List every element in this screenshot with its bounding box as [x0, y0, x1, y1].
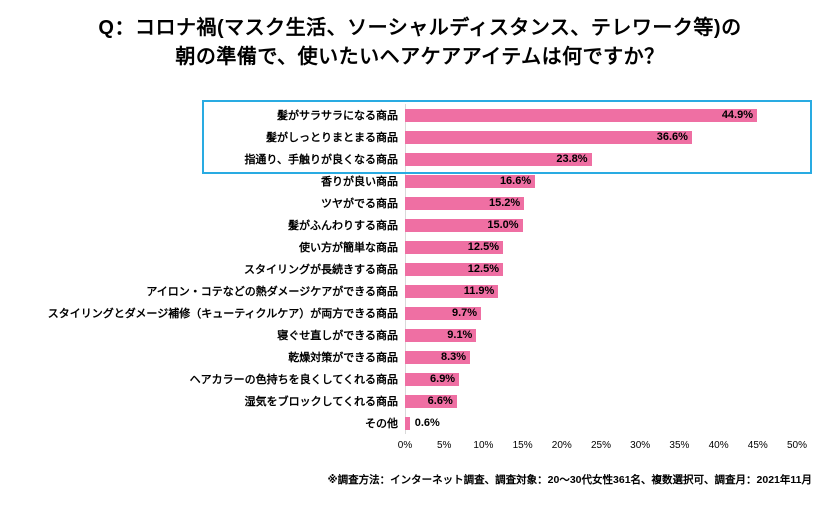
category-label: ツヤがでる商品 [321, 198, 398, 210]
value-label: 44.9% [721, 109, 754, 121]
value-label: 0.6% [414, 417, 440, 429]
bar-row: 湿気をブロックしてくれる商品 6.6% [0, 390, 840, 412]
value-label: 8.3% [440, 351, 467, 363]
bar-row: 寝ぐせ直しができる商品 9.1% [0, 324, 840, 346]
survey-methodology-footnote: ※調査方法：インターネット調査、調査対象：20～30代女性361名、複数選択可、… [327, 474, 812, 486]
bar-track: 15.2% [405, 196, 797, 210]
bar-row: 乾燥対策ができる商品 8.3% [0, 346, 840, 368]
category-label: 乾燥対策ができる商品 [288, 352, 398, 364]
bar-row: アイロン・コテなどの熱ダメージケアができる商品 11.9% [0, 280, 840, 302]
x-axis: 0% 5% 10% 15% 20% 25% 30% 35% 40% 45% 50% [398, 440, 807, 454]
bar-track: 9.1% [405, 328, 797, 342]
bar-row: 指通り、手触りが良くなる商品 23.8% [0, 148, 840, 170]
category-label: 髪がふんわりする商品 [288, 220, 398, 232]
bar-track: 15.0% [405, 218, 797, 232]
bar [405, 152, 592, 166]
chart-title-line2: 朝の準備で、使いたいヘアケアアイテムは何ですか？ [175, 46, 665, 68]
value-label: 6.9% [430, 373, 456, 385]
bar [405, 284, 499, 298]
bar-track: 11.9% [405, 284, 797, 298]
bar-track: 6.6% [405, 394, 797, 408]
value-label: 12.5% [467, 241, 499, 253]
value-label: 6.6% [427, 395, 453, 407]
bar [405, 218, 523, 232]
bar [405, 416, 410, 430]
value-label: 11.9% [463, 285, 495, 297]
bar-track: 44.9% [405, 108, 797, 122]
bar [405, 372, 460, 386]
category-label: 髪がしっとりまとまる商品 [266, 132, 398, 144]
bar-track: 9.7% [405, 306, 797, 320]
chart-rows: 髪がサラサラになる商品 44.9% 髪がしっとりまとまる商品 36.6% 指通り、手触り… [0, 104, 840, 434]
bar [405, 394, 457, 408]
x-tick-label: 35% [669, 440, 690, 451]
x-tick-label: 45% [747, 440, 768, 451]
x-tick-label: 25% [590, 440, 612, 451]
bar-row: 髪がしっとりまとまる商品 36.6% [0, 126, 840, 148]
bar-row: スタイリングが長続きする商品 12.5% [0, 258, 840, 280]
bar-track: 23.8% [405, 152, 797, 166]
bar-track: 16.6% [405, 174, 797, 188]
value-label: 15.2% [488, 197, 521, 209]
bar-track: 8.3% [405, 350, 797, 364]
bar [405, 306, 482, 320]
bar [405, 174, 536, 188]
bar [405, 240, 503, 254]
category-label: 指通り、手触りが良くなる商品 [244, 154, 398, 166]
category-label: 寝ぐせ直しができる商品 [277, 330, 398, 342]
bar-track: 12.5% [405, 262, 797, 276]
category-label: 髪がサラサラになる商品 [277, 110, 398, 122]
x-tick-label: 15% [512, 440, 533, 451]
value-label: 9.1% [447, 329, 473, 341]
bar [405, 350, 471, 364]
value-label: 9.7% [451, 307, 478, 319]
x-tick-label: 5% [436, 440, 452, 451]
category-label: 使い方が簡単な商品 [299, 242, 398, 254]
x-tick-label: 40% [708, 440, 729, 451]
bar [405, 196, 525, 210]
bar-row: 髪がふんわりする商品 15.0% [0, 214, 840, 236]
bar-row: 香りが良い商品 16.6% [0, 170, 840, 192]
value-label: 12.5% [467, 263, 499, 275]
category-label: 湿気をブロックしてくれる商品 [244, 396, 398, 408]
bar-track: 12.5% [405, 240, 797, 254]
x-tick-label: 0% [397, 440, 413, 451]
bar-track: 36.6% [405, 130, 797, 144]
value-label: 15.0% [487, 219, 519, 231]
bar-row: 髪がサラサラになる商品 44.9% [0, 104, 840, 126]
x-tick-label: 50% [786, 440, 808, 451]
bar-row: 使い方が簡単な商品 12.5% [0, 236, 840, 258]
category-label: スタイリングとダメージ補修（キューティクルケア）が両方できる商品 [47, 308, 398, 320]
category-label: アイロン・コテなどの熱ダメージケアができる商品 [146, 286, 398, 298]
bar-track: 6.9% [405, 372, 797, 386]
bar-row: スタイリングとダメージ補修（キューティクルケア）が両方できる商品 9.7% [0, 302, 840, 324]
category-label: その他 [365, 418, 398, 430]
x-tick-label: 10% [473, 440, 494, 451]
bar-track: 0.6% [405, 416, 797, 430]
bar-row: その他 0.6% [0, 412, 840, 434]
chart-title: Q：コロナ禍(マスク生活、ソーシャルディスタンス、テレワーク等)の 朝の準備で、使… [0, 14, 840, 72]
value-label: 16.6% [499, 175, 532, 187]
x-tick-label: 30% [630, 440, 651, 451]
category-label: ヘアカラーの色持ちを良くしてくれる商品 [189, 374, 398, 386]
value-label: 36.6% [656, 131, 688, 143]
category-label: スタイリングが長続きする商品 [244, 264, 398, 276]
bar [405, 262, 503, 276]
value-label: 23.8% [556, 153, 588, 165]
bar-chart: 髪がサラサラになる商品 44.9% 髪がしっとりまとまる商品 36.6% 指通り、手触り… [0, 100, 840, 460]
x-tick-label: 20% [551, 440, 572, 451]
bar [405, 328, 477, 342]
bar [405, 130, 692, 144]
chart-title-line1: Q：コロナ禍(マスク生活、ソーシャルディスタンス、テレワーク等)の [98, 17, 742, 39]
bar [405, 108, 758, 122]
category-label: 香りが良い商品 [321, 176, 398, 188]
bar-row: ヘアカラーの色持ちを良くしてくれる商品 6.9% [0, 368, 840, 390]
bar-row: ツヤがでる商品 15.2% [0, 192, 840, 214]
